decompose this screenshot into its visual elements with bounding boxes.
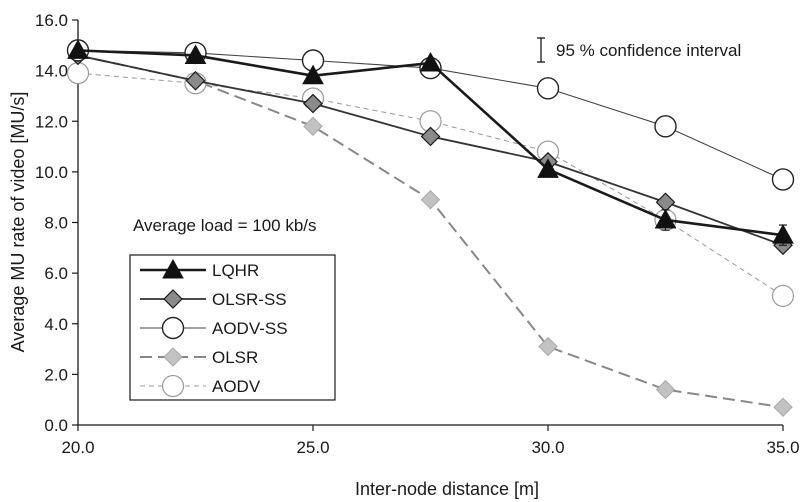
error-bar-icon <box>537 37 545 63</box>
data-point-olsr <box>538 336 558 357</box>
data-point-olsr-ss <box>655 192 676 213</box>
data-point-lqhr <box>537 158 559 178</box>
data-point-olsr-ss <box>420 126 441 147</box>
data-point-aodv-ss <box>654 115 677 138</box>
data-point-olsr-ss <box>303 93 323 114</box>
data-point-lqhr <box>302 64 324 85</box>
data-point-olsr <box>655 379 676 400</box>
legend-item-olsr: OLSR <box>140 347 258 367</box>
y-axis-label: Average MU rate of video [MU/s] <box>8 92 28 353</box>
data-point-lqhr <box>67 39 89 59</box>
data-point-aodv-ss <box>771 168 795 191</box>
data-point-olsr <box>420 190 441 210</box>
legend-marker-aodv <box>161 374 185 398</box>
y-tick-label: 12.0 <box>35 112 68 131</box>
legend-label-lqhr: LQHR <box>212 261 259 280</box>
axes: 0.0 2.0 4.0 6.0 8.0 10.0 12.0 14.0 16.0 20.0 25.0 3… <box>35 11 800 457</box>
data-point-lqhr <box>654 208 677 229</box>
x-tick-label: 20.0 <box>61 438 94 457</box>
data-point-aodv <box>66 62 90 85</box>
legend-item-aodv: AODV <box>140 374 261 398</box>
y-tick-label: 2.0 <box>44 365 68 384</box>
series-lqhr <box>67 39 794 246</box>
y-tick-label: 8.0 <box>44 214 68 233</box>
legend-marker-aodv-ss <box>161 316 185 340</box>
x-tick-label: 30.0 <box>531 438 564 457</box>
legend-item-olsr-ss: OLSR-SS <box>140 289 287 309</box>
legend-item-lqhr: LQHR <box>140 258 259 280</box>
legend-marker-olsr-ss <box>163 289 183 309</box>
data-point-olsr <box>303 116 323 137</box>
data-point-aodv <box>771 284 795 308</box>
y-tick-label: 16.0 <box>35 11 68 30</box>
legend-label-olsr: OLSR <box>212 348 258 367</box>
y-tick-label: 4.0 <box>44 315 68 334</box>
y-tick-label: 0.0 <box>44 416 68 435</box>
series-layer <box>66 39 795 417</box>
data-point-lqhr <box>772 224 794 244</box>
y-tick-label: 10.0 <box>35 163 68 182</box>
legend-marker-olsr <box>163 347 183 367</box>
confidence-interval-annotation: 95 % confidence interval <box>537 37 741 63</box>
legend: LQHR OLSR-SS AODV-SS OLSR AODV <box>129 254 336 401</box>
data-point-lqhr <box>184 44 207 64</box>
data-point-lqhr <box>419 52 442 72</box>
legend-marker-lqhr <box>162 258 184 279</box>
data-point-olsr <box>773 397 793 417</box>
legend-label-olsr-ss: OLSR-SS <box>212 290 287 309</box>
y-tick-label: 6.0 <box>44 264 68 283</box>
y-tick-label: 14.0 <box>35 62 68 81</box>
legend-label-aodv-ss: AODV-SS <box>212 319 288 338</box>
data-point-olsr-ss <box>185 70 206 91</box>
legend-item-aodv-ss: AODV-SS <box>140 316 288 340</box>
x-tick-label: 25.0 <box>296 438 329 457</box>
x-axis-label: Inter-node distance [m] <box>355 479 539 499</box>
confidence-interval-label: 95 % confidence interval <box>556 41 741 60</box>
x-tick-label: 35.0 <box>766 438 799 457</box>
data-point-aodv-ss <box>536 77 560 100</box>
legend-label-aodv: AODV <box>212 377 261 396</box>
average-load-annotation: Average load = 100 kb/s <box>133 216 317 235</box>
